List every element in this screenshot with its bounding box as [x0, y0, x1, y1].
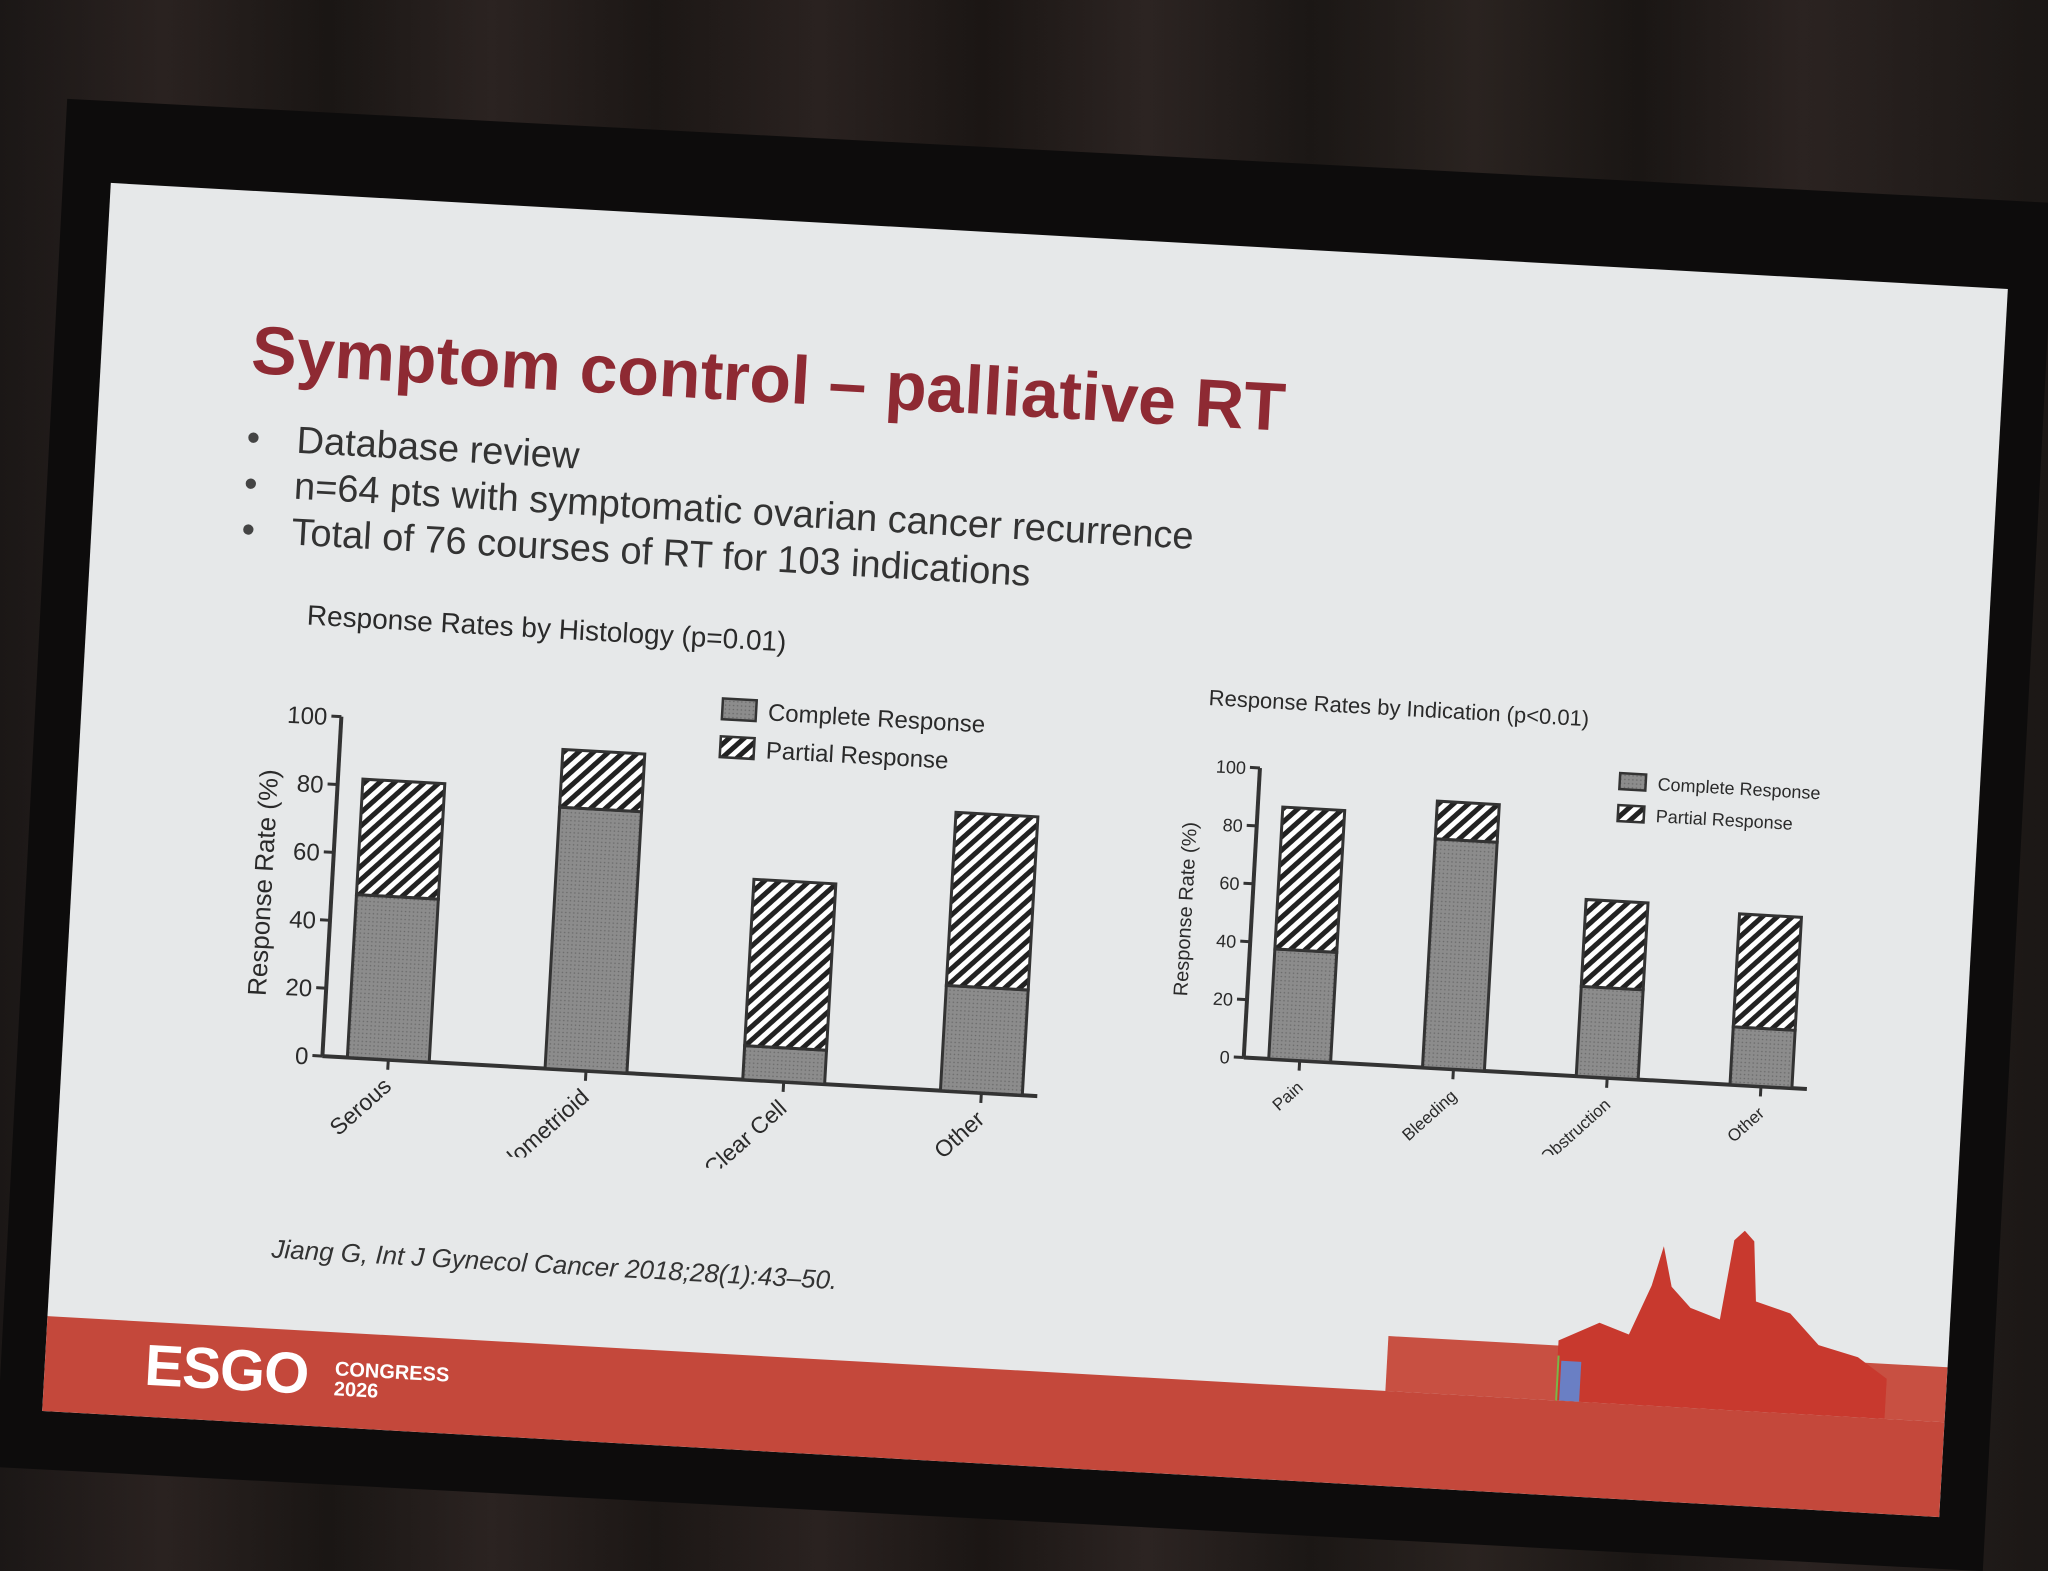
- x-tick-label: Serous: [324, 1072, 396, 1140]
- y-tick: [323, 850, 334, 854]
- x-tick-label: Clear Cell: [699, 1095, 792, 1182]
- esgo-logo: ESGO: [143, 1332, 311, 1407]
- bar-complete-response: [938, 983, 1030, 1097]
- bar-partial-response: [1273, 805, 1347, 954]
- y-tick: [1243, 881, 1254, 886]
- y-axis-label: Response Rate (%): [242, 768, 285, 996]
- x-tick-label: Bleeding: [1399, 1086, 1461, 1144]
- y-tick-label: 0: [1219, 1047, 1230, 1068]
- legend-label: Complete Response: [767, 699, 986, 738]
- bar-partial-response: [1731, 912, 1804, 1032]
- legend-label: Partial Response: [1655, 806, 1793, 834]
- x-tick-label: Other: [1724, 1103, 1769, 1146]
- histology-chart-svg: Response Rates by Histology (p=0.01) 0 20 4…: [242, 600, 1040, 1193]
- y-tick-label: 0: [294, 1043, 309, 1071]
- y-tick-label: 100: [287, 702, 328, 731]
- y-tick-label: 80: [296, 770, 324, 798]
- y-tick-label: 40: [1216, 931, 1237, 952]
- bar-partial-response: [354, 777, 447, 901]
- legend-label: Complete Response: [1657, 774, 1821, 803]
- y-tick: [1240, 939, 1251, 944]
- x-tick-label: Obstruction: [1537, 1095, 1614, 1167]
- legend-label: Partial Response: [765, 737, 949, 774]
- y-tick-label: 20: [1212, 989, 1233, 1010]
- legend-swatch: [1616, 803, 1646, 824]
- y-tick-label: 20: [285, 974, 313, 1002]
- y-tick-label: 80: [1222, 815, 1243, 836]
- y-tick-label: 60: [1219, 873, 1240, 894]
- x-tick-label: Endometrioid: [475, 1083, 593, 1187]
- x-tick: [1297, 1060, 1302, 1071]
- bar-partial-response: [944, 810, 1040, 992]
- indication-chart-svg: Response Rates by Indication (p<0.01) 0 20…: [1170, 685, 1821, 1167]
- bar-complete-response: [543, 805, 644, 1075]
- legend-swatch: [720, 697, 759, 723]
- bar-partial-response: [743, 877, 838, 1052]
- histology-chart: Response Rates by Histology (p=0.01) 0 20 4…: [168, 578, 1098, 1193]
- y-tick: [331, 714, 342, 719]
- city-skyline-icon: [1555, 1230, 1887, 1419]
- chart-title: Response Rates by Histology (p=0.01): [306, 600, 787, 658]
- y-axis: [1241, 767, 1262, 1058]
- bar-partial-response: [1433, 799, 1501, 844]
- x-axis: [322, 1054, 1038, 1099]
- legend-swatch: [1618, 771, 1648, 792]
- y-tick: [316, 986, 327, 990]
- y-tick: [1249, 765, 1261, 770]
- x-tick: [1451, 1069, 1455, 1080]
- x-tick-label: Other: [929, 1105, 989, 1163]
- legend-swatch: [718, 735, 756, 761]
- y-tick-label: 100: [1215, 757, 1246, 779]
- bar-partial-response: [558, 747, 647, 814]
- x-tick: [386, 1059, 390, 1070]
- bar-partial-response: [1579, 897, 1650, 992]
- bar-complete-response: [1420, 837, 1499, 1073]
- y-tick: [319, 918, 331, 922]
- x-tick: [781, 1081, 786, 1092]
- bar-complete-response: [345, 892, 440, 1064]
- x-axis: [1243, 1055, 1807, 1092]
- bar-complete-response: [741, 1044, 829, 1086]
- bar-complete-response: [1574, 984, 1645, 1082]
- presentation-slide: Symptom control – palliative RT Database…: [42, 182, 2008, 1518]
- indication-chart: Response Rates by Indication (p<0.01) 0 20…: [1119, 631, 1846, 1169]
- bar-complete-response: [1728, 1025, 1797, 1090]
- y-tick-label: 60: [292, 838, 320, 866]
- x-tick: [979, 1092, 983, 1104]
- x-tick: [583, 1070, 588, 1081]
- citation: Jiang G, Int J Gynecol Cancer 2018;28(1)…: [270, 1233, 839, 1296]
- chart-title: Response Rates by Indication (p<0.01): [1208, 685, 1590, 731]
- y-tick: [327, 782, 338, 787]
- y-axis-label: Response Rate (%): [1170, 821, 1202, 996]
- x-tick: [1605, 1077, 1609, 1088]
- y-tick: [1236, 997, 1248, 1002]
- x-tick: [1758, 1086, 1763, 1097]
- y-tick: [1233, 1055, 1244, 1060]
- bullet-list: Database review n=64 pts with symptomati…: [240, 416, 1197, 607]
- y-tick: [1246, 823, 1257, 828]
- logo-subtitle: CONGRESS 2026: [333, 1358, 450, 1405]
- x-tick-label: Pain: [1269, 1078, 1307, 1115]
- y-axis: [320, 716, 344, 1057]
- y-tick-label: 40: [289, 906, 317, 934]
- y-tick: [312, 1054, 323, 1058]
- bar-complete-response: [1267, 947, 1339, 1064]
